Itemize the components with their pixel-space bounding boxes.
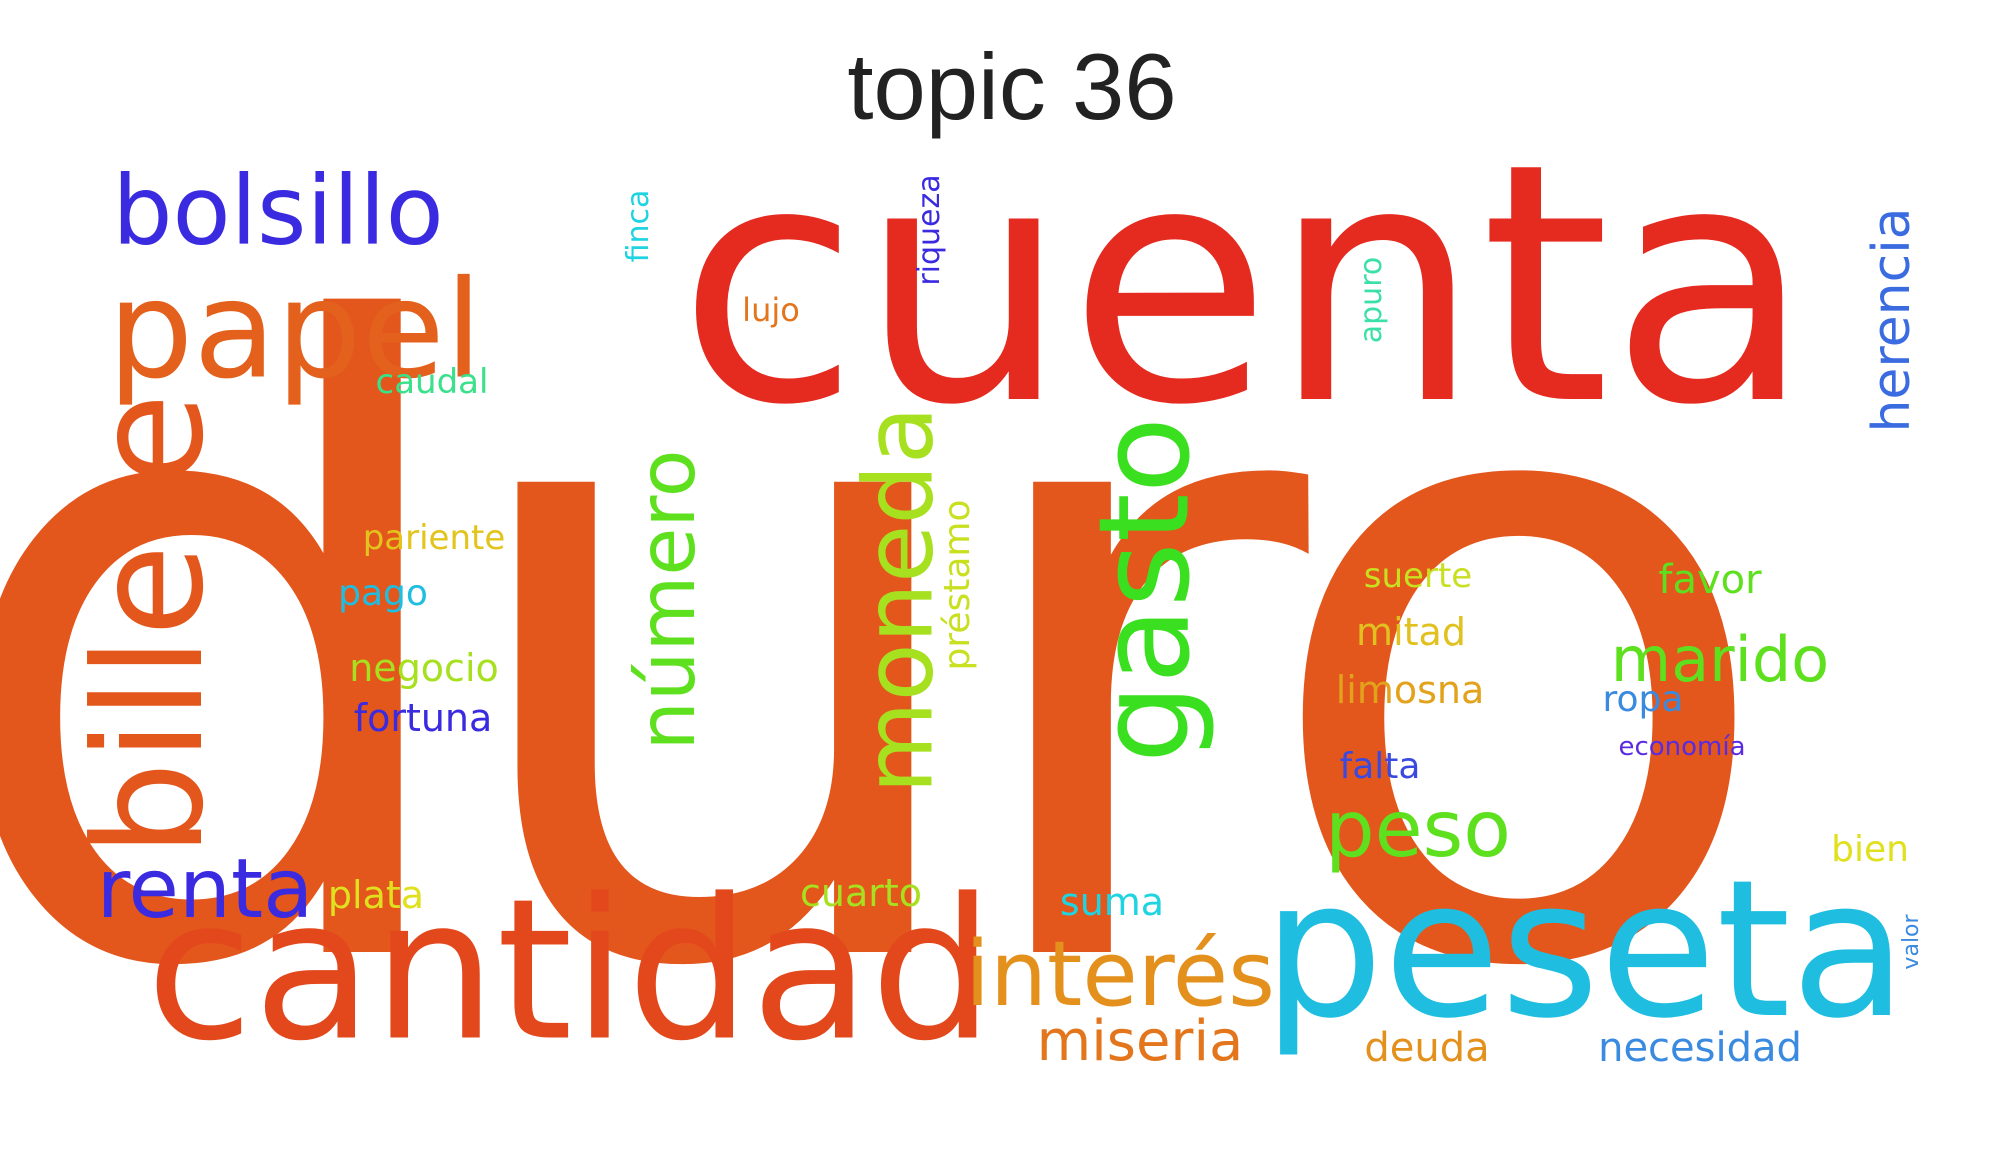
word-miseria: miseria — [1036, 1009, 1244, 1074]
word-lujo: lujo — [742, 291, 800, 329]
word-necesidad: necesidad — [1598, 1025, 1802, 1071]
word-suma: suma — [1059, 880, 1165, 924]
word-plata: plata — [327, 873, 425, 917]
word-valor: valor — [1899, 914, 1924, 970]
word-riqueza: riqueza — [912, 174, 947, 286]
word-peso: peso — [1325, 785, 1511, 875]
word-pago: pago — [338, 573, 428, 614]
word-herencia: herencia — [1862, 207, 1922, 433]
word-papel: papel — [107, 251, 483, 409]
word-apuro: apuro — [1354, 256, 1389, 344]
word-billete: billete — [63, 393, 237, 857]
word-bien: bien — [1831, 829, 1909, 870]
word-bolsillo: bolsillo — [112, 156, 444, 267]
word-peseta: peseta — [1262, 839, 1908, 1060]
word-cloud: duro cuenta cantidad peseta billete pape… — [0, 93, 1924, 1155]
word-numero: número — [623, 449, 713, 751]
word-prestamo: préstamo — [937, 499, 978, 671]
word-deuda: deuda — [1364, 1025, 1490, 1071]
word-renta: renta — [96, 842, 314, 937]
word-duro: duro — [0, 154, 1782, 1155]
word-finca: finca — [621, 189, 656, 263]
word-fortuna: fortuna — [353, 696, 493, 740]
word-caudal: caudal — [375, 362, 489, 402]
word-interes: interés — [965, 922, 1275, 1027]
word-pariente: pariente — [362, 518, 506, 558]
word-limosna: limosna — [1335, 668, 1485, 712]
word-economia: economía — [1618, 732, 1746, 762]
word-cuenta: cuenta — [677, 93, 1813, 477]
word-favor: favor — [1658, 557, 1762, 603]
word-suerte: suerte — [1363, 556, 1473, 596]
word-cuarto: cuarto — [799, 871, 923, 915]
word-negocio: negocio — [349, 646, 499, 690]
word-marido: marido — [1610, 623, 1830, 696]
word-gasto: gasto — [1072, 416, 1218, 764]
chart-title: topic 36 — [847, 34, 1177, 139]
word-cantidad: cantidad — [146, 856, 994, 1084]
word-moneda: moneda — [844, 406, 955, 794]
word-falta: falta — [1339, 746, 1421, 787]
word-ropa: ropa — [1602, 679, 1684, 720]
word-mitad: mitad — [1356, 610, 1466, 654]
